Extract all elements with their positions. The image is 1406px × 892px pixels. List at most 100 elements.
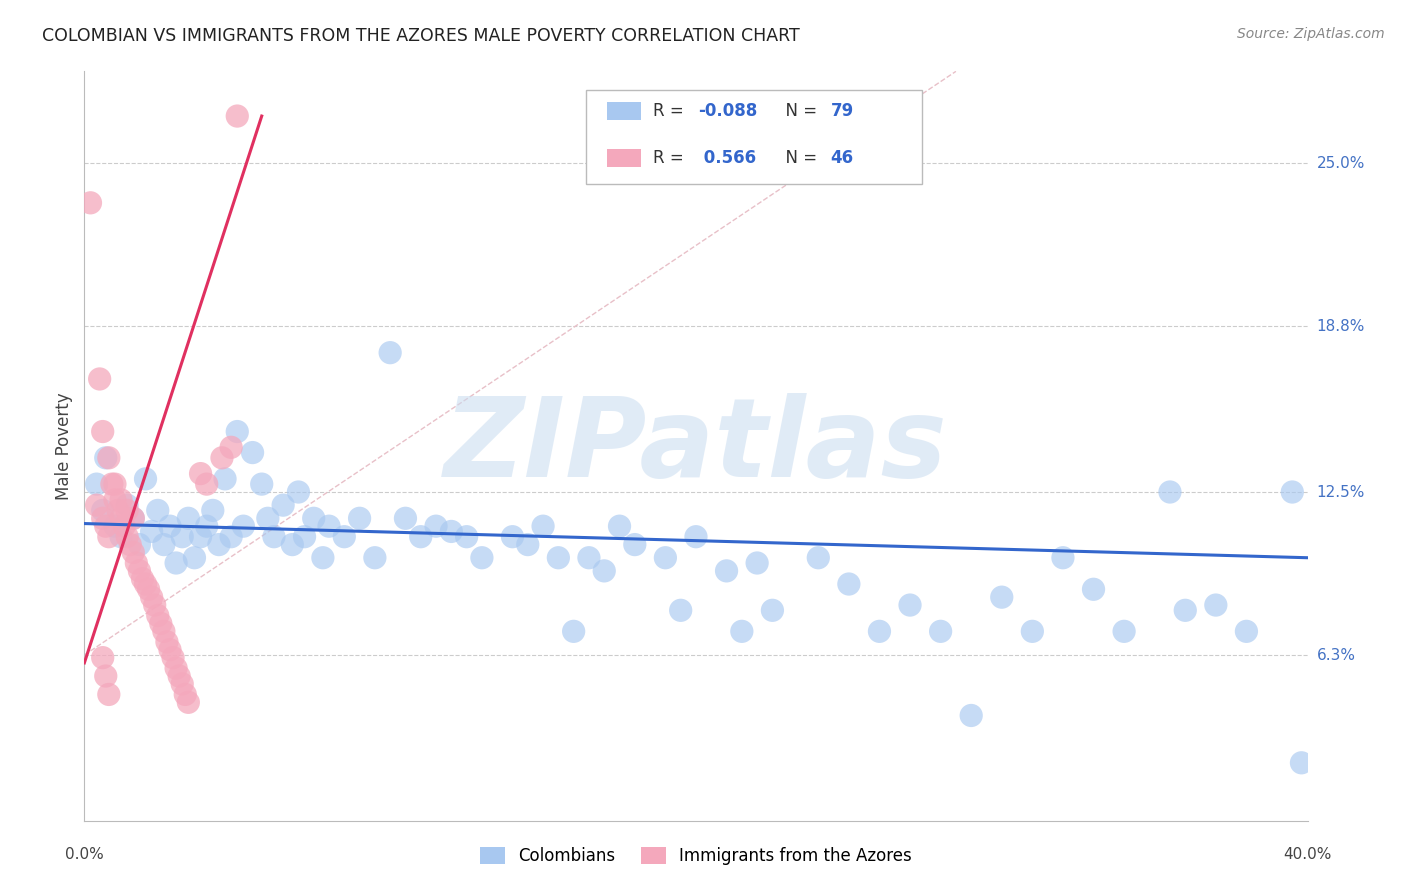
- Text: R =: R =: [654, 149, 689, 167]
- Text: N =: N =: [776, 149, 823, 167]
- Text: 25.0%: 25.0%: [1317, 156, 1365, 171]
- Point: [1236, 624, 1258, 639]
- Point: [516, 538, 538, 552]
- Text: 18.8%: 18.8%: [1317, 318, 1365, 334]
- Point: [578, 550, 600, 565]
- Point: [141, 590, 163, 604]
- Point: [167, 669, 190, 683]
- Text: 40.0%: 40.0%: [1284, 847, 1331, 862]
- Point: [135, 577, 157, 591]
- Point: [115, 498, 138, 512]
- Point: [107, 503, 129, 517]
- Point: [1159, 485, 1181, 500]
- Point: [195, 477, 218, 491]
- Point: [1205, 598, 1227, 612]
- Point: [177, 695, 200, 709]
- Point: [97, 530, 120, 544]
- Point: [471, 550, 494, 565]
- Text: 6.3%: 6.3%: [1317, 648, 1355, 663]
- Text: 12.5%: 12.5%: [1317, 484, 1365, 500]
- Point: [115, 503, 138, 517]
- Point: [146, 503, 169, 517]
- Point: [177, 511, 200, 525]
- Point: [1114, 624, 1136, 639]
- Text: COLOMBIAN VS IMMIGRANTS FROM THE AZORES MALE POVERTY CORRELATION CHART: COLOMBIAN VS IMMIGRANTS FROM THE AZORES …: [42, 27, 800, 45]
- Point: [312, 550, 335, 565]
- Point: [94, 450, 117, 465]
- Point: [143, 598, 166, 612]
- Point: [502, 530, 524, 544]
- Point: [94, 519, 117, 533]
- Legend: Colombians, Immigrants from the Azores: Colombians, Immigrants from the Azores: [481, 847, 911, 864]
- Point: [131, 572, 153, 586]
- Text: 0.566: 0.566: [699, 149, 756, 167]
- Point: [190, 530, 212, 544]
- Point: [165, 661, 187, 675]
- Point: [364, 550, 387, 565]
- Point: [110, 492, 132, 507]
- Point: [1174, 603, 1197, 617]
- FancyBboxPatch shape: [606, 149, 641, 167]
- Point: [609, 519, 631, 533]
- Point: [104, 492, 127, 507]
- Point: [172, 530, 194, 544]
- Point: [195, 519, 218, 533]
- Point: [159, 642, 181, 657]
- Point: [731, 624, 754, 639]
- Text: 46: 46: [831, 149, 853, 167]
- Point: [91, 503, 114, 517]
- Point: [86, 498, 108, 512]
- Point: [624, 538, 647, 552]
- Point: [219, 440, 242, 454]
- Point: [226, 425, 249, 439]
- Point: [302, 511, 325, 525]
- Point: [104, 519, 127, 533]
- Point: [172, 677, 194, 691]
- Point: [425, 519, 447, 533]
- Point: [531, 519, 554, 533]
- Text: 79: 79: [831, 102, 853, 120]
- Point: [960, 708, 983, 723]
- Point: [333, 530, 356, 544]
- Text: Source: ZipAtlas.com: Source: ZipAtlas.com: [1237, 27, 1385, 41]
- Point: [349, 511, 371, 525]
- Point: [1291, 756, 1313, 770]
- Point: [183, 550, 205, 565]
- Point: [165, 556, 187, 570]
- Y-axis label: Male Poverty: Male Poverty: [55, 392, 73, 500]
- Point: [257, 511, 280, 525]
- Point: [1021, 624, 1043, 639]
- Point: [156, 635, 179, 649]
- Point: [162, 650, 184, 665]
- Point: [104, 477, 127, 491]
- Point: [226, 109, 249, 123]
- Point: [146, 608, 169, 623]
- Point: [214, 472, 236, 486]
- Point: [201, 503, 224, 517]
- Point: [761, 603, 783, 617]
- Point: [294, 530, 316, 544]
- Point: [318, 519, 340, 533]
- Point: [128, 564, 150, 578]
- FancyBboxPatch shape: [606, 102, 641, 120]
- Point: [547, 550, 569, 565]
- Point: [122, 511, 145, 525]
- Point: [141, 524, 163, 539]
- Point: [456, 530, 478, 544]
- Point: [86, 477, 108, 491]
- Point: [97, 450, 120, 465]
- Point: [122, 511, 145, 525]
- Point: [838, 577, 860, 591]
- Point: [281, 538, 304, 552]
- Point: [91, 650, 114, 665]
- FancyBboxPatch shape: [586, 90, 922, 184]
- Point: [562, 624, 585, 639]
- Point: [153, 538, 176, 552]
- Point: [190, 467, 212, 481]
- Point: [1052, 550, 1074, 565]
- Point: [654, 550, 676, 565]
- Point: [110, 511, 132, 525]
- Point: [91, 425, 114, 439]
- Point: [135, 472, 157, 486]
- Text: R =: R =: [654, 102, 689, 120]
